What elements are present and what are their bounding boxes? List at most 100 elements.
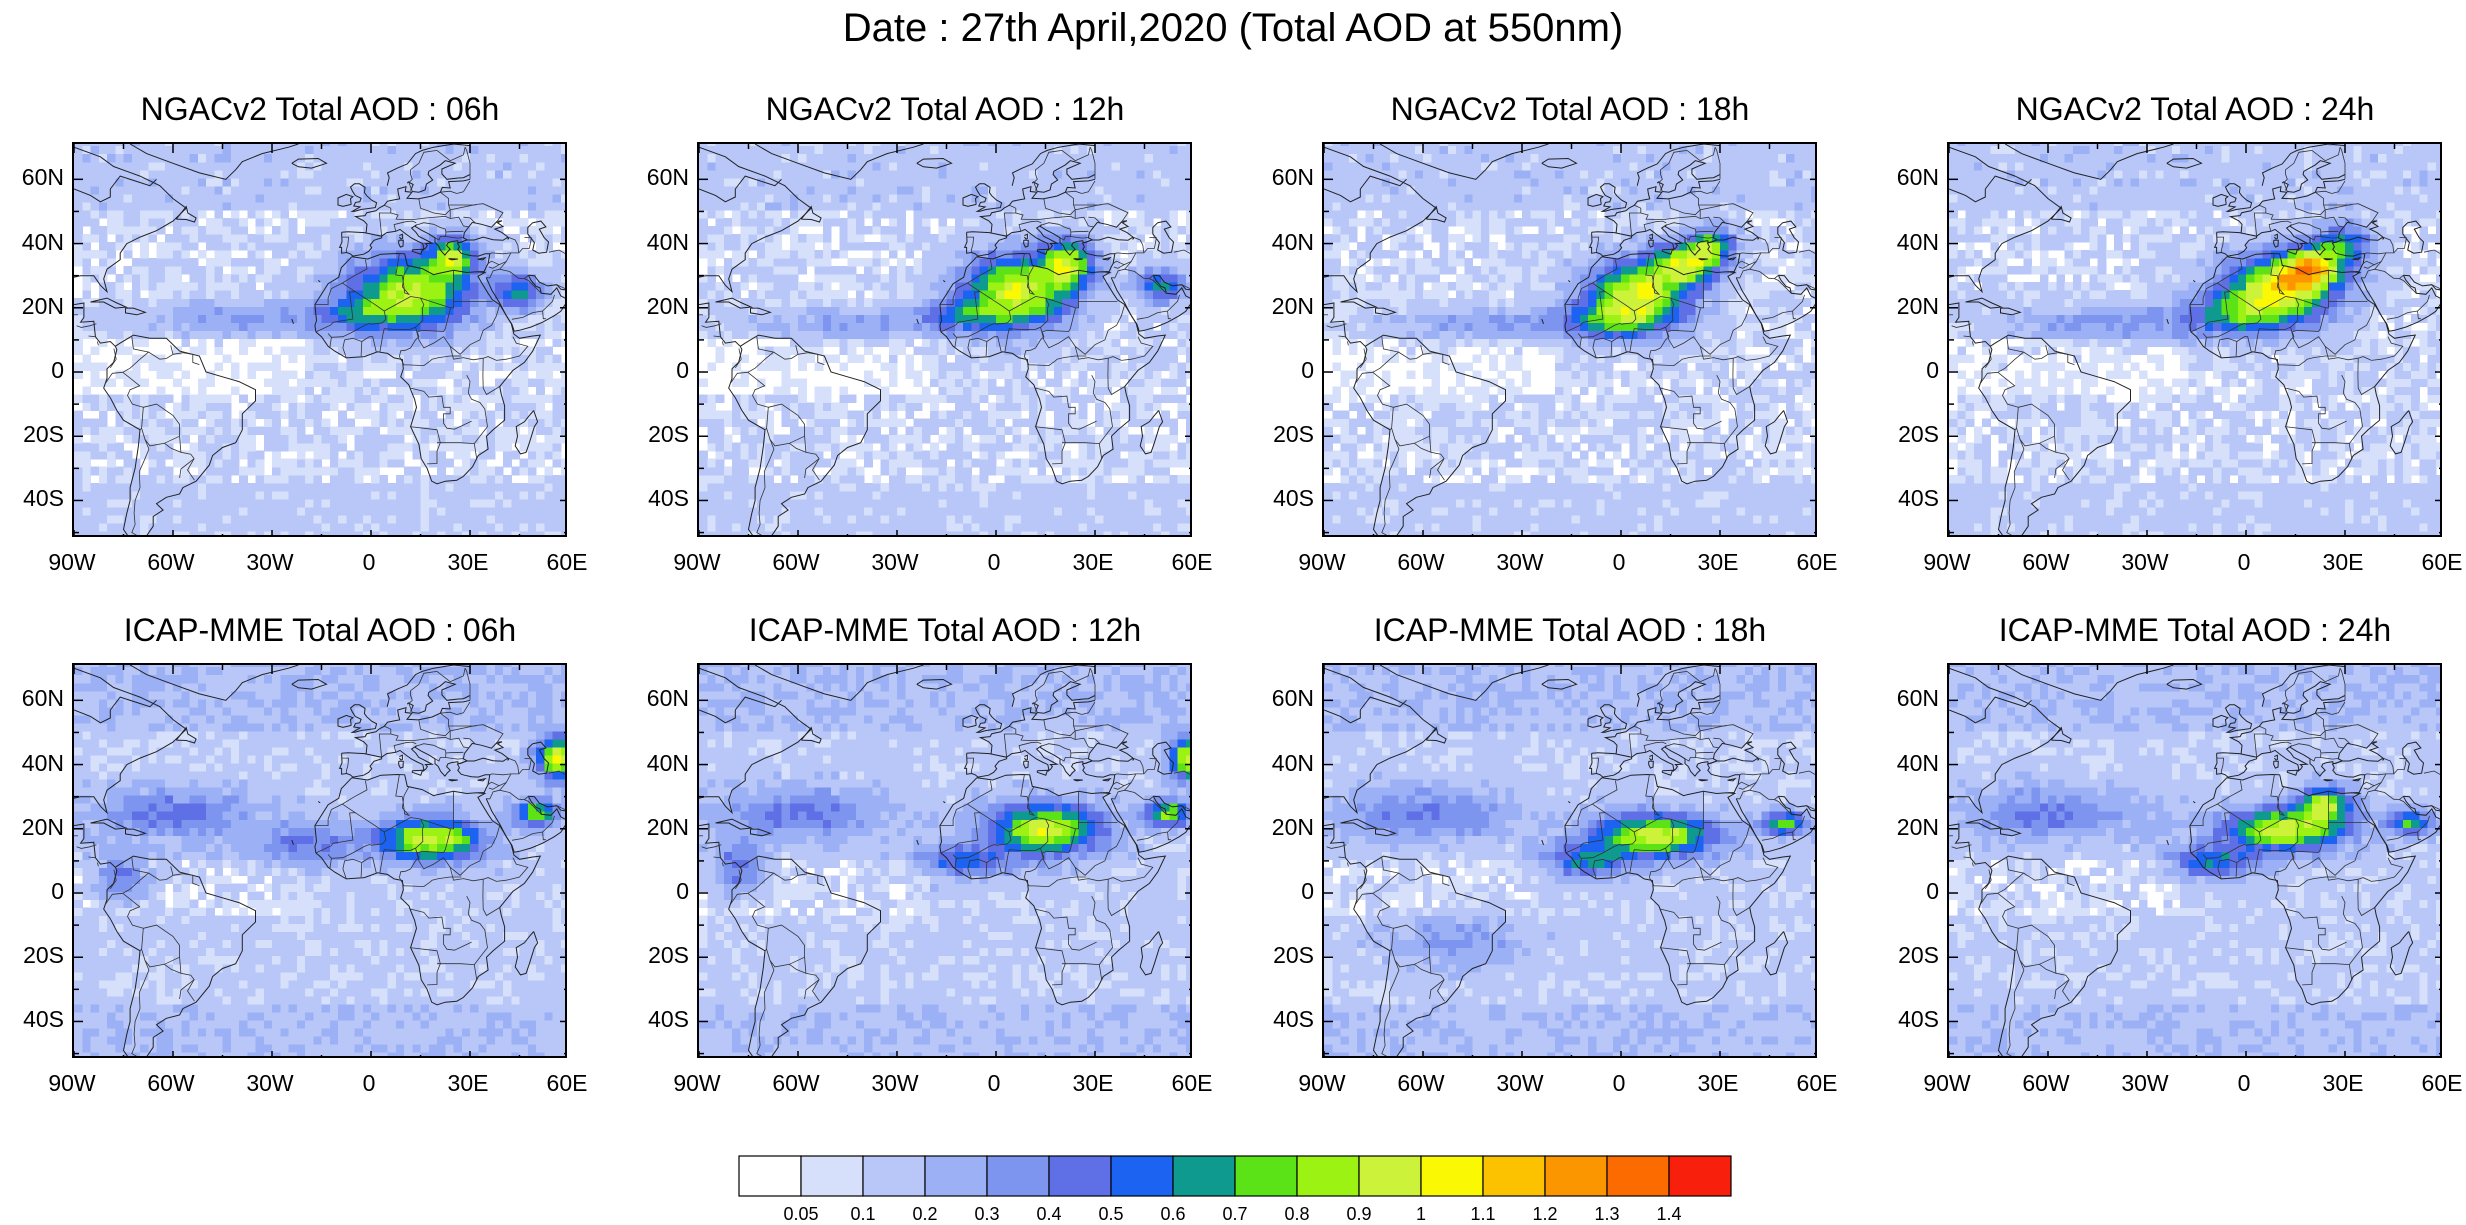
lat-tick-label: 60N — [1881, 164, 1939, 190]
lat-tick-label: 20N — [1256, 293, 1314, 319]
lon-tick-label: 30W — [1480, 1070, 1560, 1096]
lon-tick-label: 60E — [1777, 549, 1857, 575]
lat-tick-label: 0 — [1256, 357, 1314, 383]
lat-tick-label: 20S — [1256, 942, 1314, 968]
colorbar — [738, 1155, 1732, 1201]
colorbar-swatch — [1545, 1156, 1607, 1196]
lon-tick-label: 0 — [1579, 1070, 1659, 1096]
colorbar-swatch — [1049, 1156, 1111, 1196]
lon-tick-label: 0 — [1579, 549, 1659, 575]
aod-map — [1322, 663, 1817, 1058]
lon-tick-label: 60E — [1152, 1070, 1232, 1096]
lon-tick-label: 90W — [32, 549, 112, 575]
lat-tick-label: 0 — [631, 357, 689, 383]
lat-tick-label: 20N — [1881, 293, 1939, 319]
lat-tick-label: 40S — [1881, 485, 1939, 511]
aod-field — [74, 665, 567, 1058]
lon-tick-label: 0 — [2204, 1070, 2284, 1096]
lat-tick-label: 60N — [6, 164, 64, 190]
lon-tick-label: 30W — [855, 549, 935, 575]
panel-title: ICAP-MME Total AOD : 24h — [1945, 611, 2445, 649]
lon-tick-label: 60E — [1152, 549, 1232, 575]
lon-tick-label: 60E — [1777, 1070, 1857, 1096]
aod-map — [1322, 142, 1817, 537]
aod-field — [1324, 665, 1817, 1058]
lon-tick-label: 30E — [428, 1070, 508, 1096]
lon-tick-label: 0 — [954, 549, 1034, 575]
lon-tick-label: 60W — [756, 549, 836, 575]
lat-tick-label: 0 — [6, 878, 64, 904]
lat-tick-label: 20N — [1881, 814, 1939, 840]
lat-tick-label: 20S — [631, 421, 689, 447]
lon-tick-label: 60E — [527, 549, 607, 575]
panel-title: NGACv2 Total AOD : 06h — [70, 90, 570, 128]
lon-tick-label: 90W — [657, 549, 737, 575]
lat-tick-label: 20S — [631, 942, 689, 968]
lat-tick-label: 20S — [1256, 421, 1314, 447]
lat-tick-label: 40S — [631, 485, 689, 511]
panel-title: NGACv2 Total AOD : 24h — [1945, 90, 2445, 128]
colorbar-swatch — [1669, 1156, 1731, 1196]
lat-tick-label: 40N — [6, 750, 64, 776]
colorbar-swatch — [1359, 1156, 1421, 1196]
aod-field — [699, 665, 1192, 1058]
aod-map — [1947, 142, 2442, 537]
lon-tick-label: 60W — [2006, 1070, 2086, 1096]
lat-tick-label: 60N — [6, 685, 64, 711]
colorbar-swatch — [1607, 1156, 1669, 1196]
aod-field — [1324, 144, 1817, 537]
lon-tick-label: 30W — [230, 1070, 310, 1096]
lon-tick-label: 30E — [1053, 549, 1133, 575]
aod-map — [697, 663, 1192, 1058]
lon-tick-label: 90W — [1282, 549, 1362, 575]
lon-tick-label: 30W — [1480, 549, 1560, 575]
lon-tick-label: 30E — [1678, 549, 1758, 575]
lon-tick-label: 90W — [1282, 1070, 1362, 1096]
lat-tick-label: 20S — [6, 421, 64, 447]
lon-tick-label: 90W — [1907, 1070, 1987, 1096]
aod-map — [72, 663, 567, 1058]
lat-tick-label: 0 — [1881, 878, 1939, 904]
lat-tick-label: 40N — [6, 229, 64, 255]
lat-tick-label: 20S — [1881, 942, 1939, 968]
lat-tick-label: 20S — [6, 942, 64, 968]
lat-tick-label: 20N — [6, 814, 64, 840]
lat-tick-label: 60N — [631, 164, 689, 190]
colorbar-swatch — [1111, 1156, 1173, 1196]
lat-tick-label: 60N — [1256, 685, 1314, 711]
lon-tick-label: 60W — [2006, 549, 2086, 575]
lon-tick-label: 90W — [1907, 549, 1987, 575]
colorbar-swatch — [1297, 1156, 1359, 1196]
lon-tick-label: 30W — [230, 549, 310, 575]
lat-tick-label: 40N — [1256, 750, 1314, 776]
lon-tick-label: 60W — [131, 1070, 211, 1096]
lat-tick-label: 40S — [1881, 1006, 1939, 1032]
panel-title: ICAP-MME Total AOD : 12h — [695, 611, 1195, 649]
lon-tick-label: 0 — [329, 549, 409, 575]
lon-tick-label: 0 — [954, 1070, 1034, 1096]
lat-tick-label: 20N — [631, 814, 689, 840]
lat-tick-label: 40N — [631, 750, 689, 776]
lat-tick-label: 40S — [1256, 1006, 1314, 1032]
panel-title: NGACv2 Total AOD : 18h — [1320, 90, 1820, 128]
lat-tick-label: 60N — [631, 685, 689, 711]
lon-tick-label: 30W — [2105, 549, 2185, 575]
panel-title: ICAP-MME Total AOD : 06h — [70, 611, 570, 649]
lat-tick-label: 40N — [1881, 750, 1939, 776]
lon-tick-label: 30E — [2303, 1070, 2383, 1096]
lat-tick-label: 60N — [1256, 164, 1314, 190]
colorbar-swatch — [1235, 1156, 1297, 1196]
lon-tick-label: 30W — [855, 1070, 935, 1096]
lon-tick-label: 90W — [32, 1070, 112, 1096]
lon-tick-label: 0 — [329, 1070, 409, 1096]
aod-field — [1949, 665, 2442, 1058]
aod-map — [72, 142, 567, 537]
lon-tick-label: 60W — [131, 549, 211, 575]
lat-tick-label: 40N — [631, 229, 689, 255]
aod-map — [1947, 663, 2442, 1058]
lon-tick-label: 30W — [2105, 1070, 2185, 1096]
lon-tick-label: 60E — [527, 1070, 607, 1096]
lat-tick-label: 40S — [1256, 485, 1314, 511]
colorbar-swatch — [925, 1156, 987, 1196]
colorbar-swatch — [1421, 1156, 1483, 1196]
